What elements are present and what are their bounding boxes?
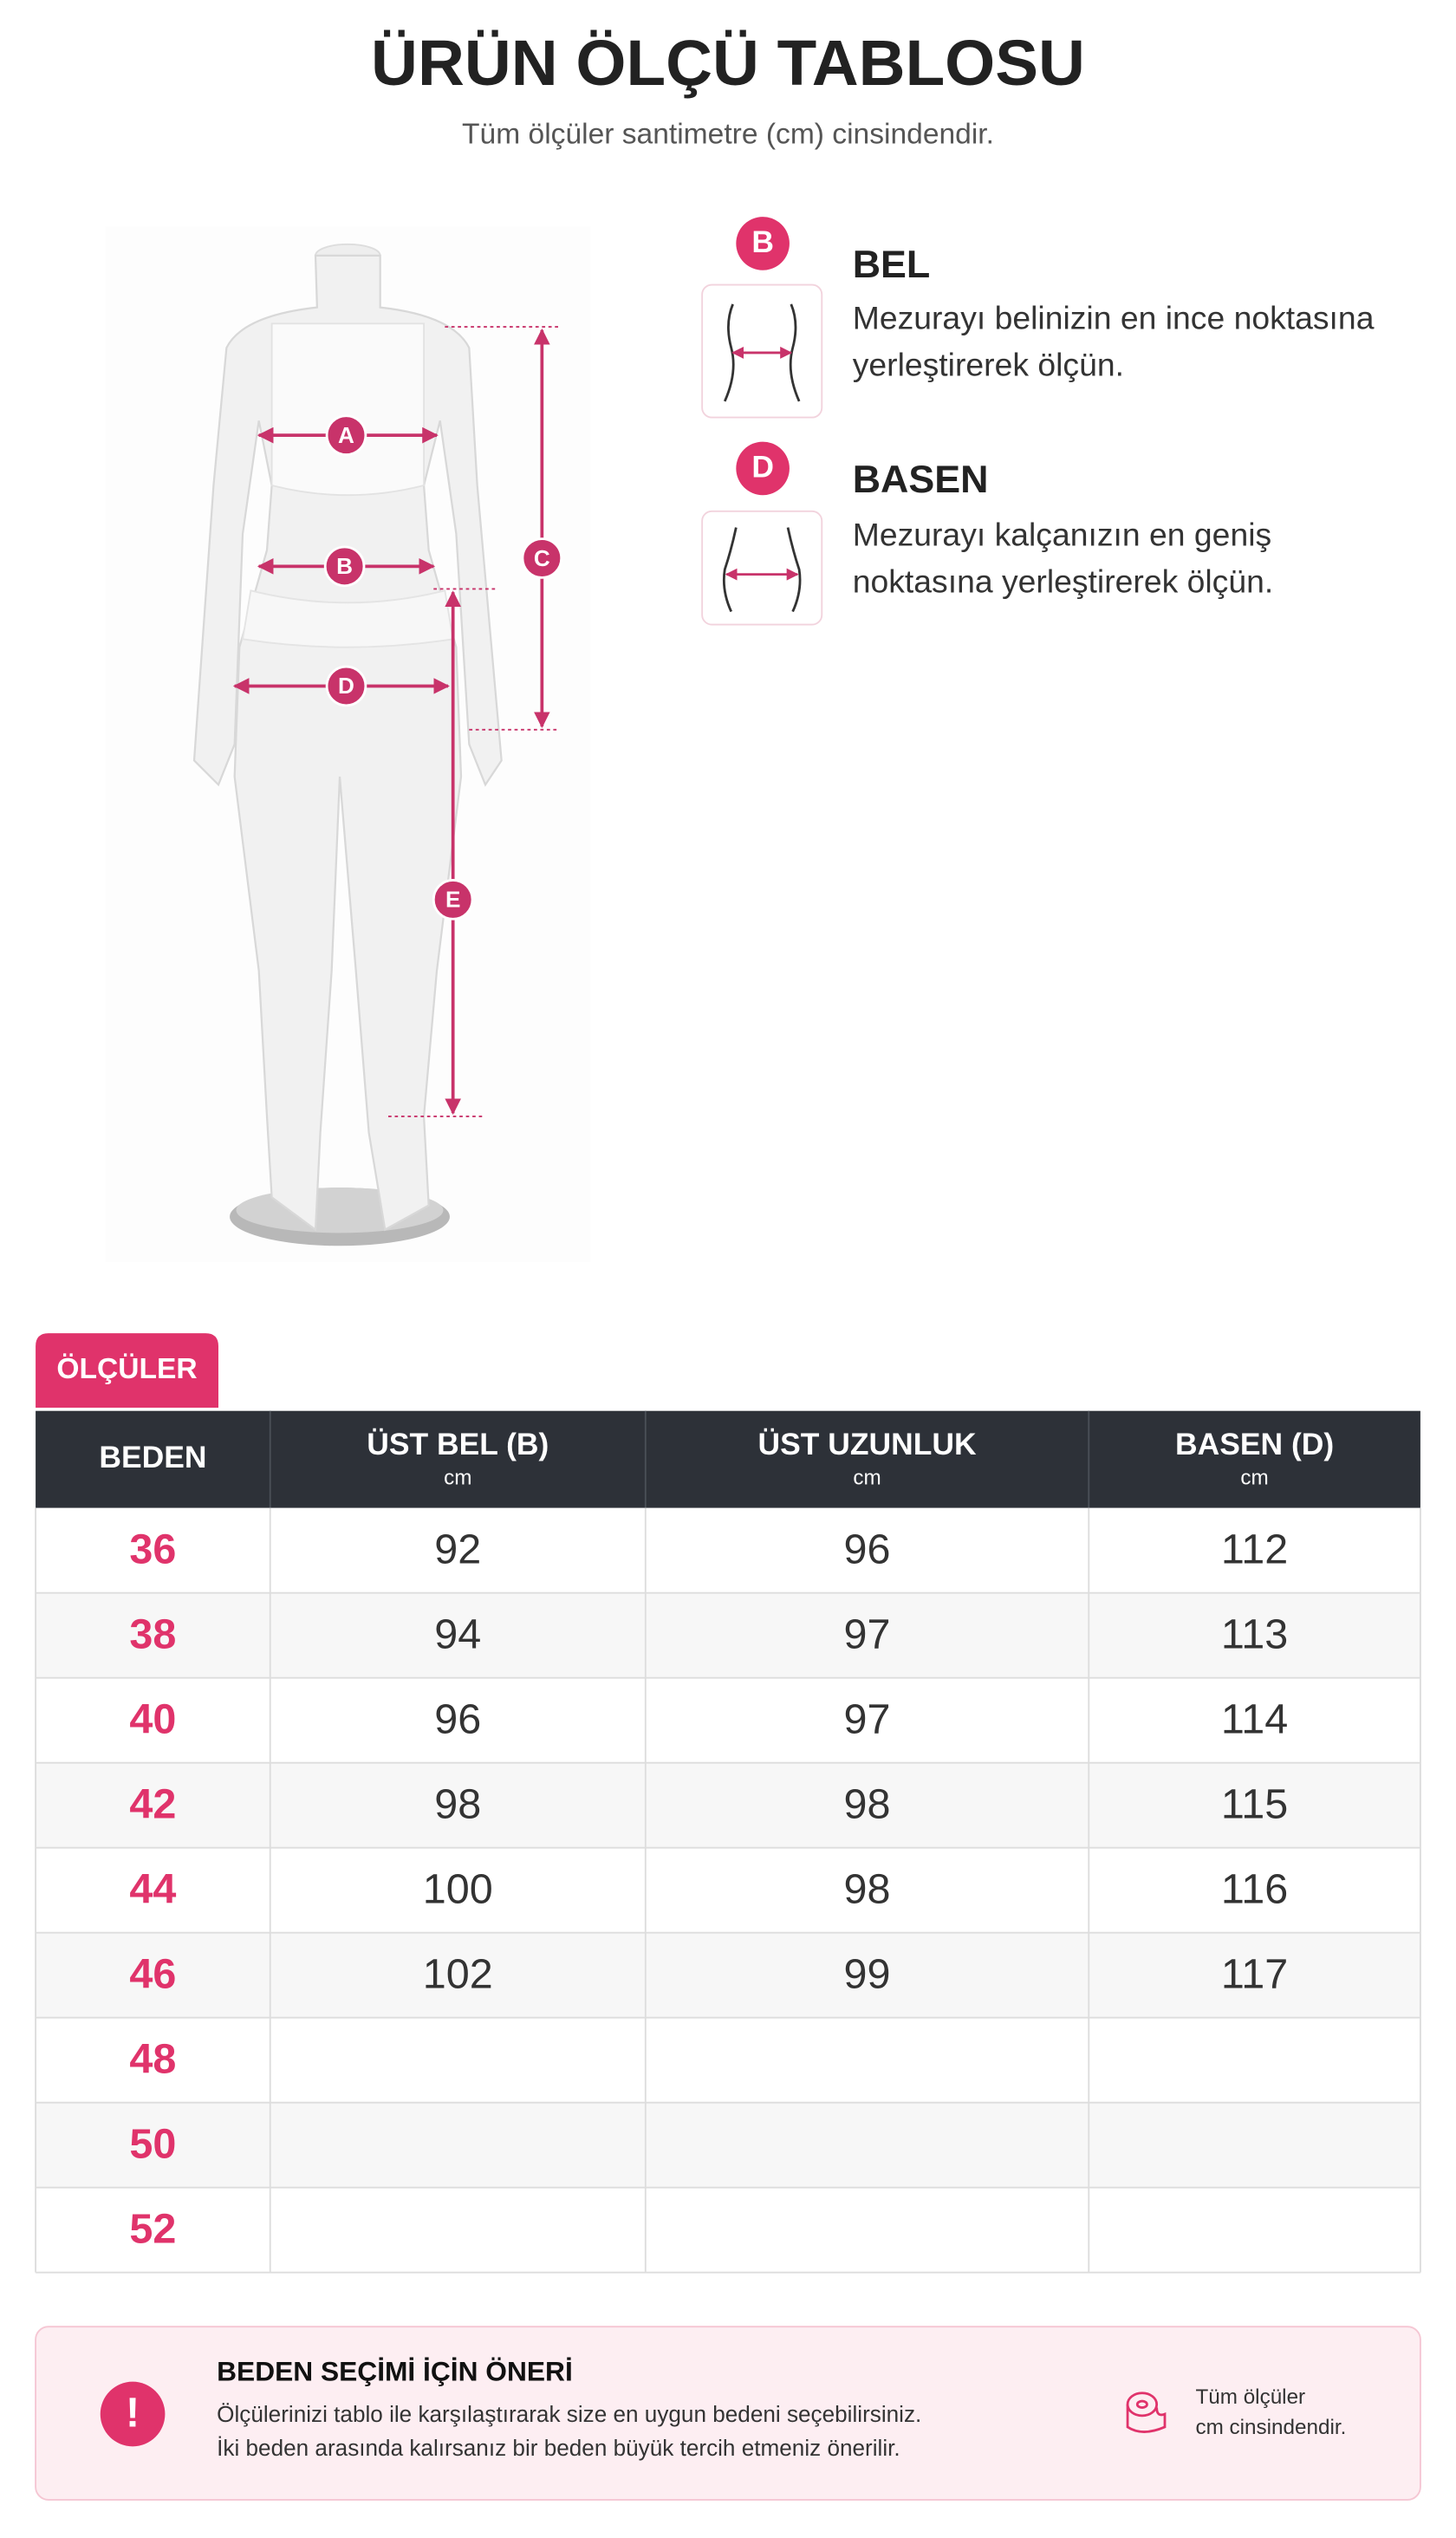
column-unit: cm [853,1467,881,1490]
value-cell: 96 [844,1526,891,1572]
mannequin [105,226,591,1262]
tab-label: ÖLÇÜLER [56,1353,197,1385]
value-cell: 97 [844,1611,891,1657]
label-letter: E [445,887,460,913]
tip-note: Tüm ölçüler [1195,2385,1305,2409]
page-subtitle: Tüm ölçüler santimetre (cm) cinsindendir… [462,119,994,151]
size-cell: 42 [129,1780,176,1827]
value-cell: 114 [1221,1695,1288,1742]
table-row [36,1507,1420,1593]
measure-badge [736,217,790,270]
tape-icon [1126,2392,1167,2433]
value-cell: 116 [1221,1865,1288,1912]
value-cell: 99 [844,1950,891,1997]
value-cell: 98 [844,1780,891,1827]
value-cell: 115 [1221,1780,1288,1827]
label-badge [521,537,563,579]
value-cell: 102 [423,1950,493,1997]
measure-description: Mezurayı belinizin en ince noktasına [853,299,1375,335]
table-row [36,2017,1420,2103]
measure-title: BASEN [853,458,989,501]
column-unit: cm [1240,1467,1268,1490]
tab [36,1333,219,1408]
column-header: BEDEN [99,1440,206,1474]
label-badge [323,545,366,588]
value-cell: 117 [1221,1950,1288,1997]
table-row [36,1762,1420,1848]
mannequin-labels: A B C D E [323,414,563,921]
measure-description: noktasına yerleştirerek ölçün. [853,563,1274,600]
size-cell: 48 [129,2035,176,2082]
value-cell: 97 [844,1695,891,1742]
tip-icon-bg [100,2381,166,2447]
value-cell: 96 [434,1695,481,1742]
table-row [36,2187,1420,2273]
measure-badge-letter: B [751,225,774,259]
tip-icon: ! [126,2390,140,2437]
column-header: ÜST BEL (B) [367,1427,549,1461]
label-badge [432,879,474,921]
measures: B BEL Mezurayı belinizin en ince noktasına… [736,217,1375,600]
size-cell: 46 [129,1950,176,1997]
table-row [36,1592,1420,1678]
tip-note: cm cinsindendir. [1195,2416,1346,2439]
size-cell: 52 [129,2205,176,2252]
table-row [36,2102,1420,2188]
table-row [36,1677,1420,1763]
tip-title: BEDEN SEÇİMİ İÇİN ÖNERİ [217,2356,573,2387]
value-cell: 100 [423,1865,493,1912]
measure-title: BEL [853,243,931,286]
measure-description: yerleştirerek ölçün. [853,347,1124,383]
label-letter: A [338,422,354,448]
value-cell: 92 [434,1526,481,1572]
size-cell: 50 [129,2120,176,2167]
column-unit: cm [444,1467,471,1490]
column-header: ÜST UZUNLUK [757,1427,976,1461]
value-cell: 112 [1221,1526,1288,1572]
label-badge [325,665,367,707]
measure-badge [736,441,790,496]
value-cell: 94 [434,1611,481,1657]
measure-description: Mezurayı kalçanızın en geniş [853,517,1271,553]
size-cell: 36 [129,1526,176,1572]
table-header-bg [36,1410,1420,1508]
measure-icons [701,283,823,626]
label-badge [325,414,367,456]
label-letter: B [336,553,353,579]
column-header: BASEN (D) [1175,1427,1334,1461]
tip-line: Ölçülerinizi tablo ile karşılaştırarak s… [217,2401,921,2427]
label-letter: D [338,673,354,699]
size-table: ÖLÇÜLER BEDEN ÜST BEL (B) cm ÜST UZUNLUK cm BA… [35,1333,1421,2274]
size-cell: 40 [129,1695,176,1742]
label-letter: C [534,545,550,571]
table-row [36,1932,1420,2018]
value-cell: 98 [844,1865,891,1912]
measure-badge-letter: D [751,450,774,485]
value-cell: 98 [434,1780,481,1827]
table-row [36,1847,1420,1933]
value-cell: 113 [1221,1611,1288,1657]
tip-line: İki beden arasında kalırsanız bir beden … [217,2435,900,2461]
size-cell: 38 [129,1611,176,1657]
tip-box [35,2326,1421,2501]
page-title: ÜRÜN ÖLÇÜ TABLOSU [371,26,1085,99]
size-cell: 44 [129,1865,176,1912]
